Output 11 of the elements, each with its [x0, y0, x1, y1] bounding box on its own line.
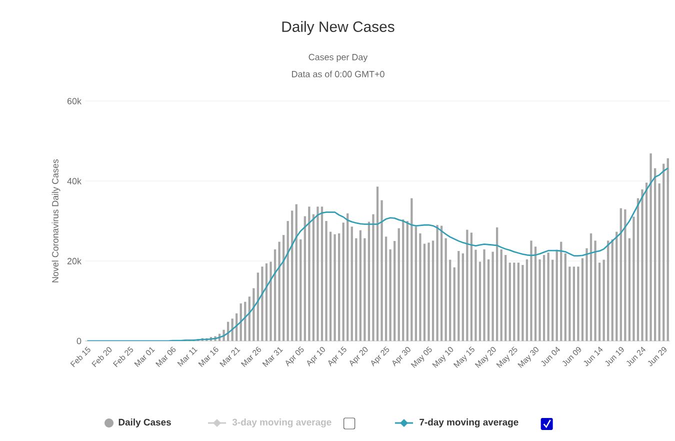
y-tick-label: 20k — [67, 258, 82, 264]
text: Data as of 0:00 GMT+0 — [292, 70, 384, 78]
legend-label: Daily Cases — [118, 418, 171, 428]
legend-label: 7-day moving average — [420, 418, 518, 428]
chart-title: Daily New Cases — [282, 21, 394, 35]
chart-subtitle: Cases per Day — [308, 54, 368, 62]
y-tick-label: 60k — [67, 98, 82, 104]
y-tick-label: 40k — [67, 178, 82, 184]
y-axis-title: Novel Coronavirus Daily Cases — [52, 159, 60, 282]
legend-label: 3-day moving average — [232, 418, 332, 428]
y-tick-label: 0 — [76, 338, 82, 344]
